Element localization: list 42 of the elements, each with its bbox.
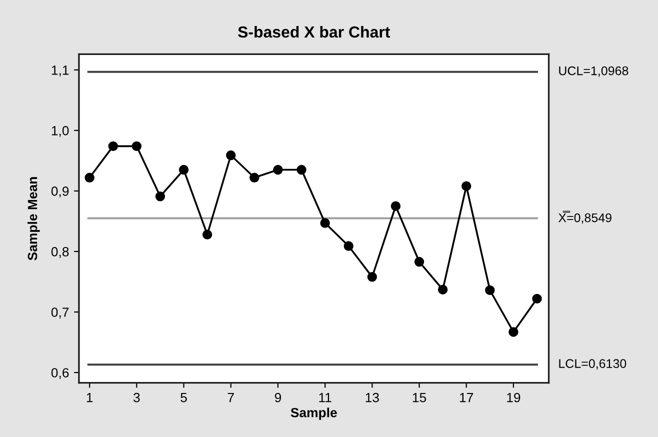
x-tick-label: 17 <box>460 393 474 402</box>
x-tick-label: 9 <box>274 392 281 402</box>
x-tick-label: 5 <box>180 393 187 402</box>
x-tick-label: 3 <box>133 392 140 402</box>
y-tick-label: 0,9 <box>51 186 69 198</box>
chart-title: S-based X bar Chart <box>238 26 390 38</box>
point <box>226 150 236 160</box>
point <box>508 327 518 337</box>
point <box>108 141 118 152</box>
point <box>202 230 212 240</box>
x-tick-label: 15 <box>412 393 426 402</box>
y-tick-label: 0,7 <box>51 308 69 318</box>
x-tick-label: 7 <box>228 393 234 402</box>
point <box>250 172 260 183</box>
point <box>296 164 306 175</box>
ref-line-label: LCL=0,6130 <box>559 359 626 370</box>
x-axis-title: Sample <box>290 408 337 420</box>
point <box>390 201 401 211</box>
point <box>320 218 330 228</box>
point <box>532 294 542 304</box>
x-tick-label: 13 <box>366 392 379 402</box>
point <box>344 241 354 251</box>
ref-line-label: X̿=0,8549 <box>558 210 612 224</box>
point <box>84 172 94 183</box>
x-tick-label: 19 <box>507 392 520 402</box>
point <box>367 272 378 282</box>
x-tick-label: 11 <box>319 393 332 402</box>
point <box>273 164 283 175</box>
y-tick-label: 0,6 <box>51 368 69 379</box>
point <box>155 192 166 202</box>
point <box>485 285 495 296</box>
y-tick-label: 1,0 <box>52 126 69 137</box>
y-tick-label: 0,8 <box>51 247 69 258</box>
point <box>414 256 424 267</box>
point <box>178 164 189 175</box>
point <box>438 284 448 294</box>
point <box>132 141 142 152</box>
y-axis-title: Sample Mean <box>27 177 40 260</box>
y-tick-label: 1,1 <box>52 66 69 76</box>
x-tick-label: 1 <box>86 393 93 402</box>
point <box>461 181 472 191</box>
ref-line-label: UCL=1,0968 <box>559 66 628 77</box>
